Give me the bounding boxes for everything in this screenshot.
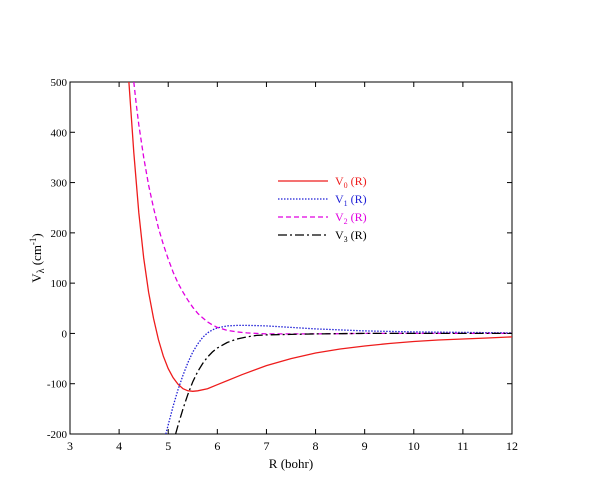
x-tick-label: 5 [165,439,171,453]
x-tick-label: 9 [362,439,368,453]
legend: V0 (R) V1 (R) V2 (R) V3 (R) [278,174,367,244]
legend-label-v1: V1 (R) [335,192,367,208]
x-axis-label: R (bohr) [269,456,313,471]
x-tick-label: 11 [457,439,469,453]
x-tick-label: 3 [67,439,73,453]
y-tick-label: -200 [47,429,68,441]
series-line-v1 [165,324,512,434]
series-line-v0 [128,82,512,392]
x-tick-label: 12 [506,439,518,453]
y-tick-label: 500 [51,77,68,89]
y-tick-label: 100 [51,278,68,290]
x-tick-label: 4 [116,439,122,453]
legend-label-v3: V3 (R) [335,228,367,244]
series-line-v3 [174,332,512,434]
y-tick-label: 300 [51,178,68,190]
y-axis-label: Vλ (cm-1) [28,233,47,283]
y-tick-label: 0 [62,328,68,340]
plot-frame [69,81,513,435]
x-tick-label: 7 [263,439,269,453]
legend-label-v2: V2 (R) [335,210,367,226]
x-tick-label: 6 [214,439,220,453]
x-tick-label: 10 [408,439,420,453]
y-tick-label: 400 [51,127,68,139]
y-tick-label: -100 [47,379,68,391]
y-tick-label: 200 [51,228,68,240]
x-tick-label: 8 [313,439,319,453]
legend-label-v0: V0 (R) [335,174,367,190]
series-line-v2 [133,82,512,335]
